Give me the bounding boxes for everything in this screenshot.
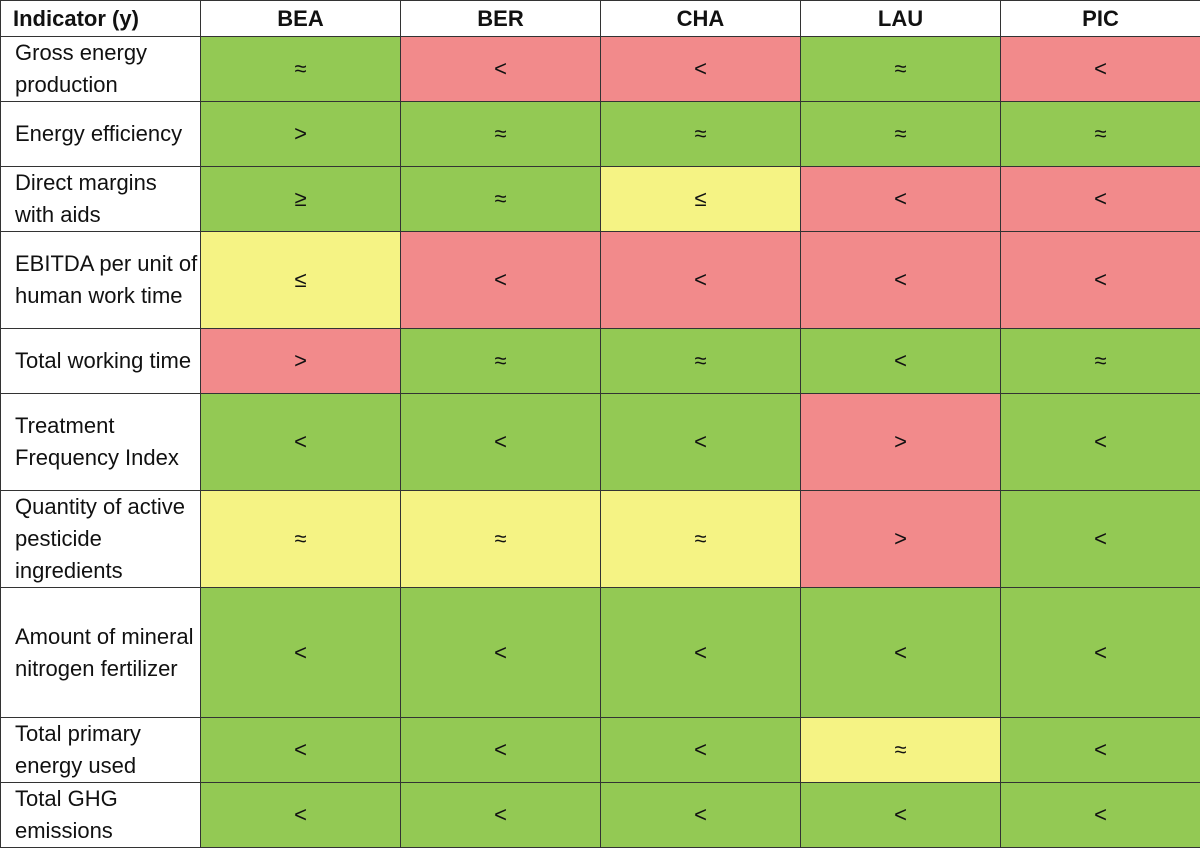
comparison-cell: < xyxy=(1000,587,1200,718)
table-row: Direct margins with aids ≥ ≈ ≤ < < xyxy=(0,166,1200,232)
comparison-cell: ≈ xyxy=(800,101,1001,167)
comparison-cell: ≈ xyxy=(400,101,601,167)
header-cha: CHA xyxy=(600,0,801,37)
comparison-cell: ≈ xyxy=(200,36,401,102)
comparison-cell: < xyxy=(400,36,601,102)
table-row: Total GHG emissions < < < < < xyxy=(0,782,1200,848)
table-row: Total primary energy used < < < ≈ < xyxy=(0,717,1200,783)
header-pic: PIC xyxy=(1000,0,1200,37)
comparison-cell: < xyxy=(400,782,601,848)
comparison-cell: ≈ xyxy=(800,717,1001,783)
comparison-cell: ≤ xyxy=(600,166,801,232)
comparison-cell: < xyxy=(400,717,601,783)
indicator-label: Quantity of active pesticide ingredients xyxy=(0,490,201,588)
comparison-cell: < xyxy=(600,36,801,102)
comparison-cell: ≈ xyxy=(600,101,801,167)
comparison-cell: < xyxy=(800,231,1001,329)
comparison-cell: < xyxy=(600,782,801,848)
comparison-cell: ≤ xyxy=(200,231,401,329)
comparison-cell: < xyxy=(600,587,801,718)
table-row: EBITDA per unit of human work time ≤ < <… xyxy=(0,231,1200,329)
indicator-label: EBITDA per unit of human work time xyxy=(0,231,201,329)
comparison-cell: > xyxy=(200,101,401,167)
comparison-cell: < xyxy=(1000,166,1200,232)
header-lau: LAU xyxy=(800,0,1001,37)
header-ber: BER xyxy=(400,0,601,37)
indicator-label: Gross energy production xyxy=(0,36,201,102)
comparison-cell: ≈ xyxy=(400,328,601,394)
header-row: Indicator (y) BEA BER CHA LAU PIC xyxy=(0,0,1200,37)
comparison-cell: < xyxy=(1000,231,1200,329)
comparison-cell: < xyxy=(200,782,401,848)
indicator-label: Total working time xyxy=(0,328,201,394)
comparison-cell: < xyxy=(800,782,1001,848)
comparison-cell: < xyxy=(800,587,1001,718)
comparison-cell: < xyxy=(600,231,801,329)
comparison-cell: ≈ xyxy=(400,166,601,232)
indicator-label: Total GHG emissions xyxy=(0,782,201,848)
comparison-cell: > xyxy=(800,490,1001,588)
table-row: Quantity of active pesticide ingredients… xyxy=(0,490,1200,588)
comparison-cell: > xyxy=(800,393,1001,491)
comparison-cell: < xyxy=(400,393,601,491)
comparison-cell: < xyxy=(600,393,801,491)
table-row: Total working time > ≈ ≈ < ≈ xyxy=(0,328,1200,394)
indicator-label: Energy efficiency xyxy=(0,101,201,167)
table-row: Amount of mineral nitrogen fertilizer < … xyxy=(0,587,1200,718)
comparison-cell: < xyxy=(1000,490,1200,588)
comparison-cell: ≈ xyxy=(200,490,401,588)
comparison-cell: ≈ xyxy=(1000,101,1200,167)
table-row: Gross energy production ≈ < < ≈ < xyxy=(0,36,1200,102)
comparison-cell: < xyxy=(200,393,401,491)
comparison-cell: < xyxy=(1000,782,1200,848)
comparison-cell: ≈ xyxy=(600,490,801,588)
header-indicator: Indicator (y) xyxy=(0,0,201,37)
indicator-label: Amount of mineral nitrogen fertilizer xyxy=(0,587,201,718)
indicator-label: Total primary energy used xyxy=(0,717,201,783)
indicator-label: Direct margins with aids xyxy=(0,166,201,232)
comparison-cell: < xyxy=(400,587,601,718)
table-row: Energy efficiency > ≈ ≈ ≈ ≈ xyxy=(0,101,1200,167)
table-row: Treatment Frequency Index < < < > < xyxy=(0,393,1200,491)
comparison-cell: < xyxy=(1000,393,1200,491)
comparison-cell: < xyxy=(800,328,1001,394)
comparison-cell: < xyxy=(200,587,401,718)
comparison-cell: < xyxy=(400,231,601,329)
comparison-cell: < xyxy=(1000,717,1200,783)
comparison-cell: ≈ xyxy=(1000,328,1200,394)
comparison-cell: < xyxy=(200,717,401,783)
comparison-cell: > xyxy=(200,328,401,394)
comparison-cell: < xyxy=(800,166,1001,232)
comparison-cell: < xyxy=(600,717,801,783)
comparison-cell: ≈ xyxy=(800,36,1001,102)
indicator-label: Treatment Frequency Index xyxy=(0,393,201,491)
comparison-cell: ≈ xyxy=(400,490,601,588)
comparison-cell: < xyxy=(1000,36,1200,102)
comparison-cell: ≈ xyxy=(600,328,801,394)
header-bea: BEA xyxy=(200,0,401,37)
comparison-cell: ≥ xyxy=(200,166,401,232)
